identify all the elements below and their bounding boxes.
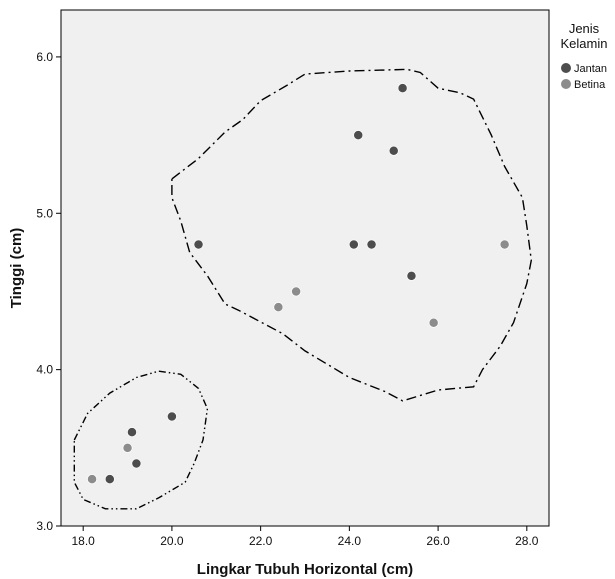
data-point-jantan [166, 411, 177, 422]
data-point-betina [122, 442, 133, 453]
y-axis-title: Tinggi (cm) [8, 228, 25, 309]
legend-label-betina: Betina [574, 79, 606, 91]
y-tick-label: 6.0 [36, 50, 53, 64]
x-axis: 18.0 20.0 22.0 24.0 26.0 28.0 [72, 526, 539, 548]
legend-label-jantan: Jantan [574, 63, 607, 75]
x-tick-label: 18.0 [72, 534, 96, 548]
cluster-outlines [73, 68, 533, 510]
legend-title-line-2: Kelamin [561, 36, 608, 51]
plot-area [60, 9, 550, 527]
y-tick-label: 3.0 [36, 519, 53, 533]
data-point-jantan [406, 270, 417, 281]
cluster-outline-2 [171, 68, 533, 402]
data-point-betina [291, 286, 302, 297]
data-point-jantan [127, 427, 137, 438]
data-point-betina [428, 317, 439, 328]
cluster-outline-1 [73, 370, 209, 510]
data-point-betina [87, 474, 98, 485]
y-tick-label: 5.0 [36, 206, 53, 220]
x-tick-label: 20.0 [160, 534, 184, 548]
data-point-jantan [104, 474, 115, 485]
y-tick-label: 4.0 [36, 363, 53, 377]
data-point-jantan [193, 239, 204, 250]
data-points [87, 83, 510, 485]
data-point-jantan [131, 458, 142, 469]
data-point-jantan [353, 130, 364, 141]
legend-marker-betina [561, 79, 571, 89]
data-point-jantan [366, 239, 377, 250]
data-point-betina [273, 302, 284, 313]
data-point-jantan [348, 239, 359, 250]
legend-title-line-1: Jenis [569, 21, 600, 36]
legend: Jenis Kelamin Jantan Betina [561, 21, 608, 91]
y-axis: 3.0 4.0 5.0 6.0 [36, 50, 61, 533]
data-point-jantan [388, 145, 399, 156]
x-tick-label: 26.0 [426, 534, 450, 548]
data-point-jantan [397, 83, 408, 94]
x-tick-label: 22.0 [249, 534, 273, 548]
x-axis-title: Lingkar Tubuh Horizontal (cm) [197, 561, 413, 578]
legend-marker-jantan [561, 63, 571, 73]
x-tick-label: 24.0 [338, 534, 362, 548]
x-tick-label: 28.0 [515, 534, 539, 548]
data-point-betina [499, 239, 510, 250]
